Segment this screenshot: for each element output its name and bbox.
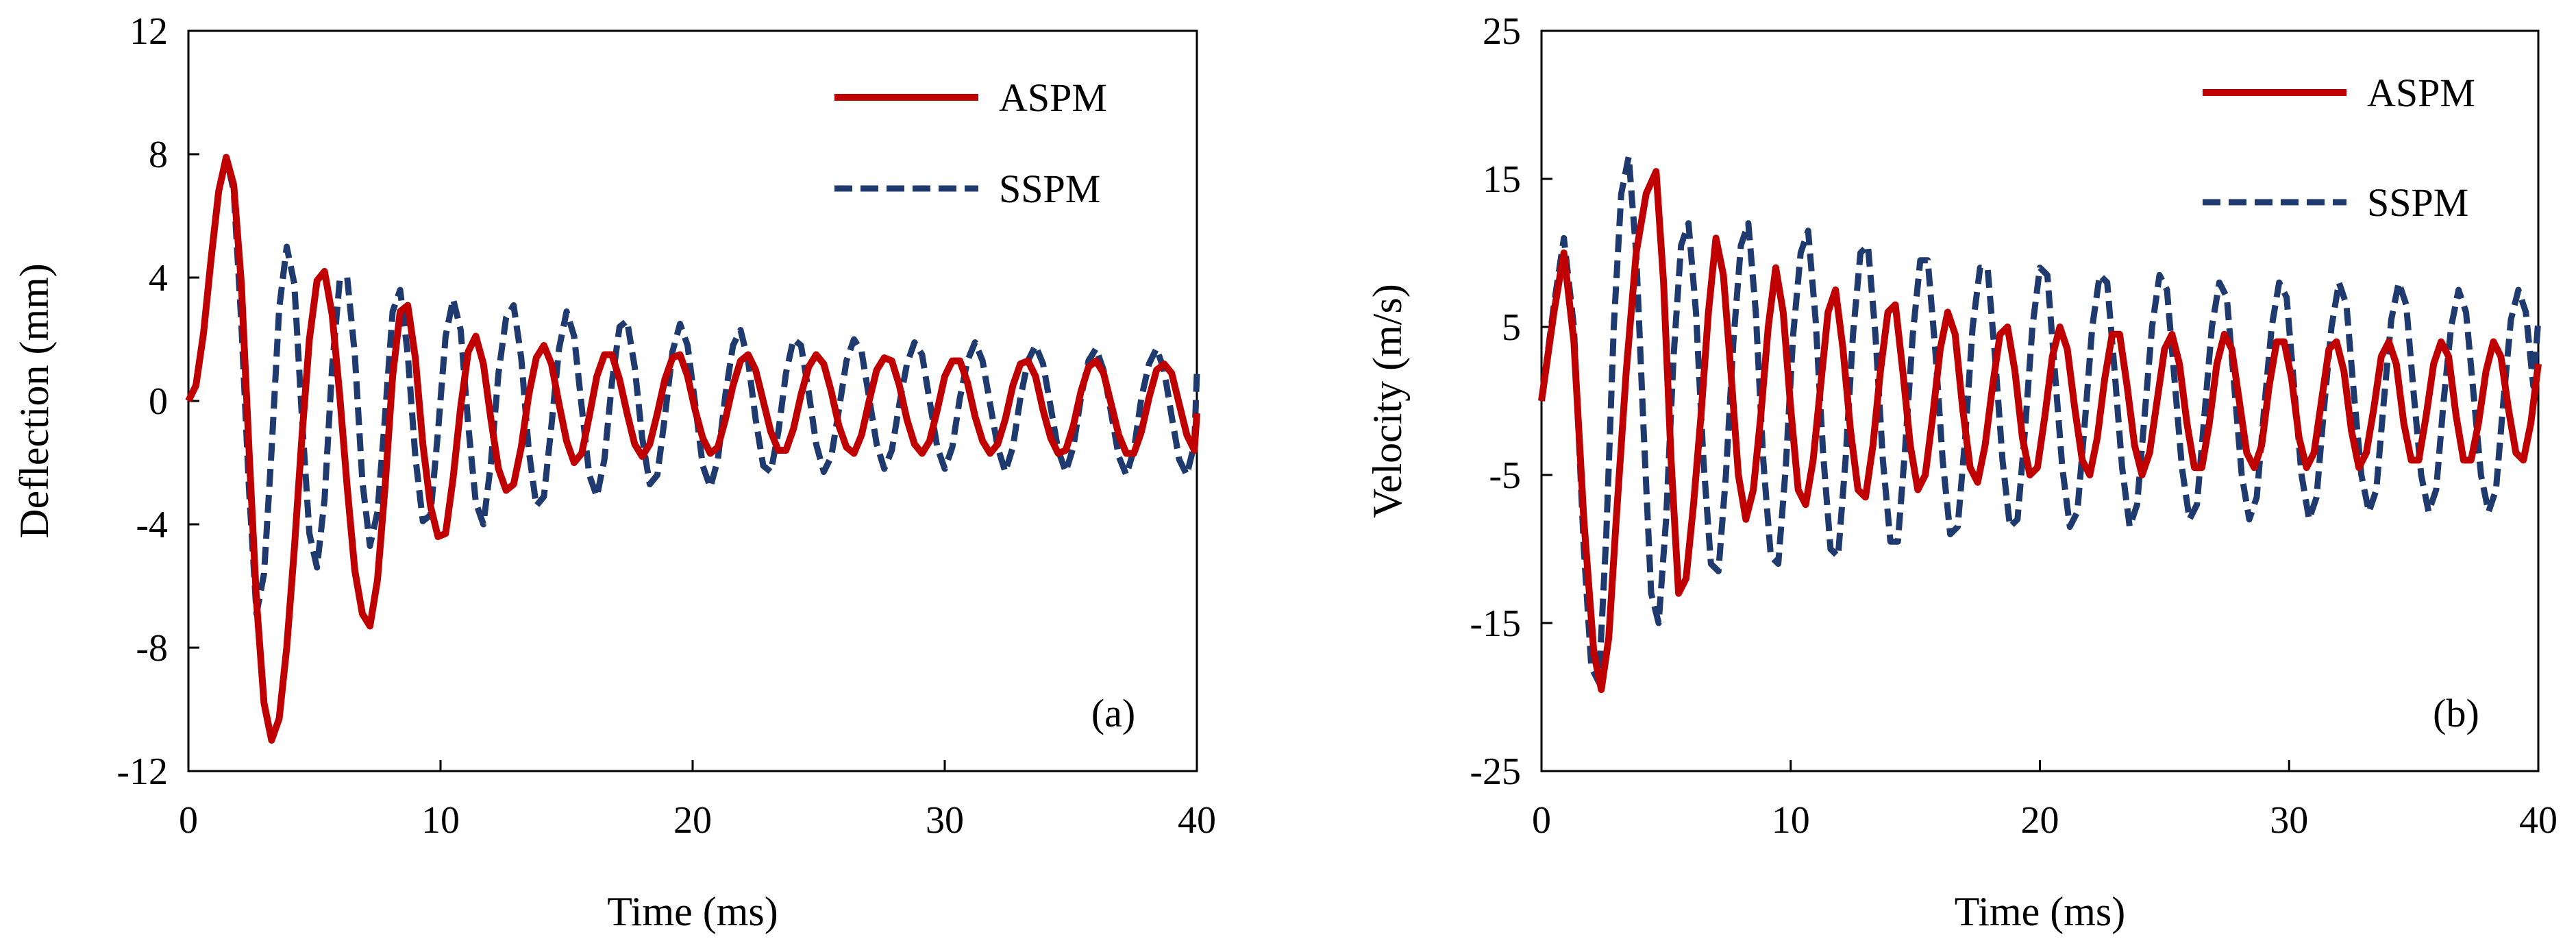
- y-tick-label: -15: [1470, 602, 1521, 645]
- x-tick-label: 0: [179, 799, 198, 842]
- x-tick-label: 40: [1178, 799, 1216, 842]
- legend-label-sspm: SSPM: [2367, 180, 2468, 225]
- legend-label-aspm: ASPM: [2367, 71, 2475, 115]
- series-line-aspm: [185, 154, 1200, 744]
- y-tick-label: 25: [1483, 10, 1521, 53]
- series-line-aspm: [1538, 168, 2542, 694]
- x-tick-label: 30: [2270, 799, 2308, 842]
- y-tick-label: 15: [1483, 158, 1521, 201]
- legend-label-sspm: SSPM: [999, 167, 1100, 211]
- x-tick-label: 20: [673, 799, 712, 842]
- x-axis-label: Time (ms): [1955, 889, 2126, 934]
- y-tick-label: 0: [149, 380, 168, 423]
- y-tick-label: 4: [149, 257, 168, 300]
- y-axis-label: Velocity (m/s): [1365, 284, 1410, 518]
- x-tick-label: 20: [2021, 799, 2059, 842]
- y-tick-label: -25: [1470, 750, 1521, 793]
- plot-frame: [1540, 29, 2540, 772]
- y-tick-label: -12: [116, 750, 168, 793]
- y-tick-label: 12: [129, 10, 168, 53]
- legend-label-aspm: ASPM: [999, 75, 1107, 120]
- x-tick-label: 30: [926, 799, 964, 842]
- legend: ASPM SSPM: [834, 75, 1107, 211]
- y-tick-label: 5: [1502, 306, 1521, 349]
- chart-panel-a: -12 -8 -4 0 4 8 12 0 10 20 30 40 Time (ms) Deflection…: [12, 10, 1216, 934]
- y-axis-label: Deflection (mm): [12, 263, 57, 539]
- panel-label: (a): [1091, 691, 1135, 735]
- chart-panel-b: -25 -15 -5 5 15 25 0 10 20 30 40 Time (ms) Velocity …: [1365, 10, 2558, 934]
- x-tick-label: 0: [1532, 799, 1551, 842]
- x-axis-label: Time (ms): [607, 889, 778, 934]
- panel-label: (b): [2433, 691, 2479, 735]
- x-tick-label: 10: [421, 799, 460, 842]
- y-tick-label: -8: [136, 627, 168, 670]
- legend: ASPM SSPM: [2203, 71, 2475, 225]
- y-tick-label: -4: [136, 504, 168, 546]
- y-tick-label: 8: [149, 134, 168, 176]
- series-line-sspm: [1538, 154, 2542, 685]
- x-tick-label: 40: [2519, 799, 2558, 842]
- x-tick-label: 10: [1772, 799, 1810, 842]
- y-tick-label: -5: [1489, 454, 1521, 497]
